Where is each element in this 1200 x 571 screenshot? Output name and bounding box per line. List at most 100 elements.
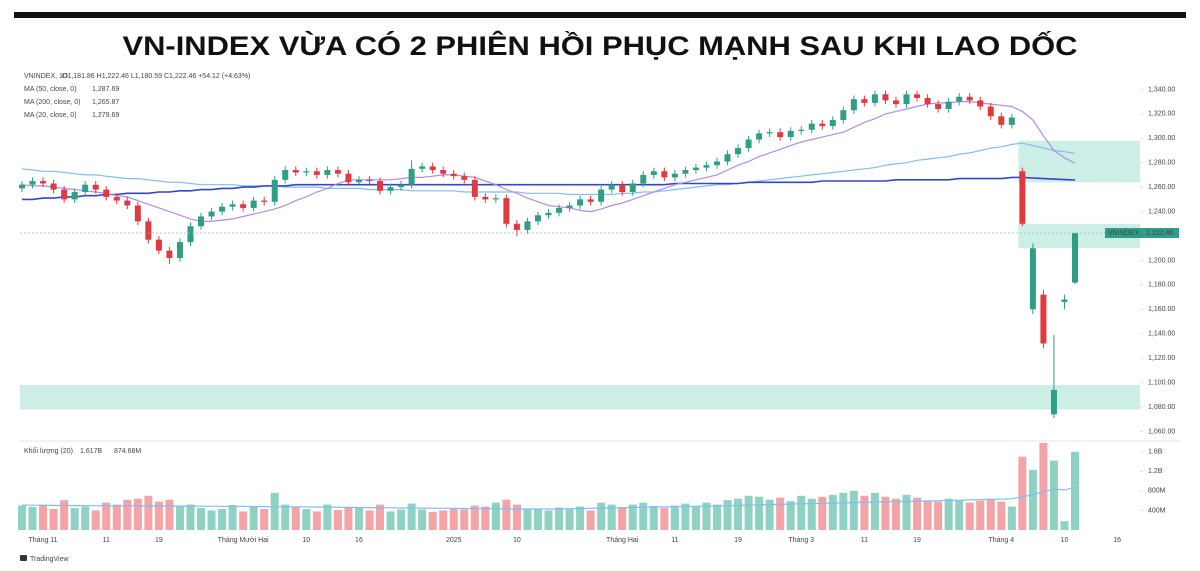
volume-bar [197,508,206,530]
candle-body [1019,171,1026,224]
volume-bar [660,508,669,530]
candle-body [903,94,910,105]
candle-body [250,200,257,208]
candle-body [1072,233,1078,283]
ma-line [21,101,1076,222]
candle-body [82,184,89,193]
ohlc-label: O1,181.86 H1,222.46 L1,180.59 C1,222.46 … [62,73,250,80]
candle-body [619,184,626,193]
y-tick-label: 1,120.00 [1148,355,1175,362]
volume-bar [154,501,163,530]
volume-bar [133,498,142,530]
ma-line [22,176,1076,201]
volume-bar [39,504,48,530]
candle-body [745,139,752,149]
volume-bar [18,505,26,530]
candle-body [735,148,742,155]
volume-bar [470,505,479,530]
volume-bar [734,498,743,530]
volume-bar [797,495,806,530]
x-tick-label: 10 [1061,537,1069,544]
volume-panel: Khối lượng (20) 1.617B 874.68M [18,442,1079,530]
y-tick-label: 1,340.00 [1148,86,1175,93]
x-tick-label: 11 [671,537,678,544]
candle-body [956,96,963,102]
volume-bar [491,502,500,530]
volume-bar [344,507,353,530]
volume-bar [776,497,785,530]
legend-value: 1,279.69 [92,112,119,119]
volume-bar [49,508,58,530]
candle-body [608,184,615,190]
candle-body [377,181,384,191]
candle-body [914,94,921,98]
candle-body [92,184,99,190]
volume-bar [891,498,900,530]
volume-bar [481,506,490,530]
volume-bar [376,504,385,530]
volume-bar [702,502,711,530]
x-tick-label: Tháng 11 [29,537,58,544]
candle-body [892,100,899,105]
volume-bar [123,499,132,530]
candle-body [208,211,215,217]
volume-bar [565,508,574,530]
volume-bar [881,496,890,530]
candle-body [598,189,605,202]
volume-bar [397,509,406,530]
volume-bar [586,510,595,530]
ma-lines [21,101,1076,222]
candle-body [545,212,552,216]
volume-legend-value: 1.617B [80,448,103,455]
volume-bar [555,507,564,530]
zones [20,140,1140,410]
candle-body [692,167,699,171]
candle-body [966,96,973,101]
candle-body [682,170,689,174]
volume-bar [807,498,816,530]
candle-body [124,200,131,206]
candle-body [155,239,162,251]
volume-bar [628,504,637,530]
candle-body [240,204,247,208]
volume-bar [28,507,37,530]
legend-value: 1,265.87 [92,99,119,106]
candle-body [629,183,636,193]
volume-bar [144,495,153,530]
volume-bar [765,499,774,530]
x-tick-label: 11 [861,537,868,544]
candle-body [766,132,773,134]
x-tick-label: 10 [302,537,310,544]
volume-bar [786,501,795,530]
candle-body [482,196,489,200]
candle-body [556,207,563,213]
x-tick-label: 2025 [446,537,462,544]
volume-bar [165,499,174,530]
y-tick-label: 1,260.00 [1148,184,1175,191]
volume-bar [512,504,521,530]
volume-tick-label: 1.6B [1148,449,1163,456]
volume-bar [112,504,121,530]
volume-bar [576,506,585,530]
volume-bar [428,511,437,530]
volume-tick-label: 400M [1148,507,1166,514]
y-tick-label: 1,320.00 [1148,111,1175,118]
volume-bar [502,499,511,530]
candle-body [345,173,352,183]
x-tick-label: Tháng Mười Hai [218,537,269,544]
candle-body [787,130,794,138]
source: TradingView [30,556,69,563]
candle-body [882,94,889,101]
volume-bar [744,495,753,530]
volume-bar [597,502,606,530]
volume-bar [955,500,964,530]
volume-bar [849,490,858,530]
x-tick-label: Tháng 3 [788,537,814,544]
volume-bar [249,507,258,530]
candle-body [671,173,678,178]
volume-bar [533,508,542,530]
candle-body [440,170,447,174]
volume-bar [302,508,311,530]
volume-bar [670,505,679,530]
